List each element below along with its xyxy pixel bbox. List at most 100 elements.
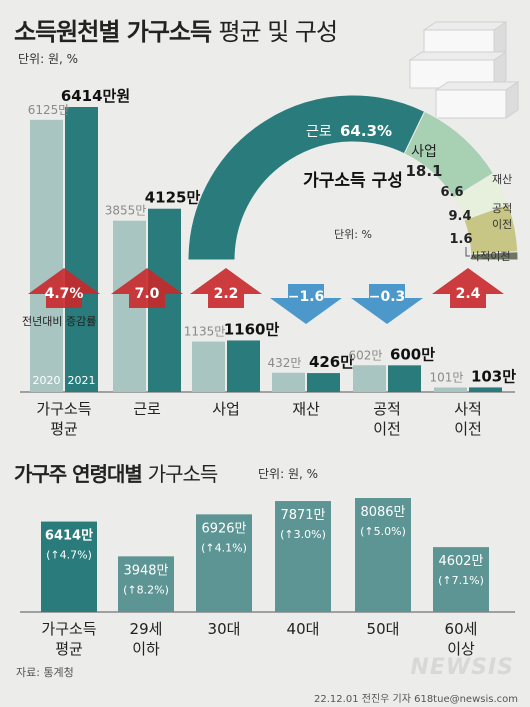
up-arrow xyxy=(432,268,504,308)
up-arrow xyxy=(190,268,262,308)
box-side xyxy=(505,81,519,119)
category-label: 사업 xyxy=(212,400,240,418)
change-label-age: (↑5.0%) xyxy=(360,525,406,538)
pie-slice xyxy=(187,94,426,261)
category-label: 사적 xyxy=(454,400,482,418)
bar-2020 xyxy=(30,119,63,393)
category-label: 재산 xyxy=(292,400,320,418)
value-label-age: 8086만 xyxy=(360,505,405,520)
pie-value-private: 1.6 xyxy=(449,232,472,247)
value-label-2021: 4125만 xyxy=(145,189,201,207)
category-label: 평균 xyxy=(50,420,78,438)
pie-title: 가구소득 구성 xyxy=(303,171,403,191)
value-label-2021: 1160만 xyxy=(224,320,280,338)
boxes-illustration xyxy=(408,21,520,119)
page-title: 소득원천별 가구소득 평균 및 구성 xyxy=(14,18,338,46)
value-label-2021: 103만 xyxy=(471,367,516,385)
value-label-2020: 1135만 xyxy=(184,325,226,339)
change-label: −0.3 xyxy=(369,289,406,305)
value-label-age: 6414만 xyxy=(45,528,93,544)
pie-value-main: 64.3% xyxy=(340,122,392,140)
bar-2020 xyxy=(272,372,305,392)
value-label-2020: 6125만 xyxy=(28,103,70,117)
pie-label-biz: 사업 xyxy=(411,144,437,160)
bar-age xyxy=(355,498,411,612)
box-side xyxy=(493,21,507,59)
change-label-age: (↑4.7%) xyxy=(46,549,92,562)
change-label-age: (↑7.1%) xyxy=(438,574,484,587)
change-label: 2.4 xyxy=(456,286,481,302)
category-label: 근로 xyxy=(133,400,161,418)
pie-outer-label: 재산 xyxy=(492,173,512,186)
category-label: 이전 xyxy=(454,420,482,438)
pie-value-asset: 6.6 xyxy=(440,185,463,200)
bar-2020 xyxy=(192,341,225,392)
box-top xyxy=(422,21,508,31)
box-top xyxy=(408,51,508,61)
up-arrow xyxy=(28,268,100,308)
value-label-2021: 426만 xyxy=(309,353,354,371)
box-shape xyxy=(435,89,507,119)
unit-label: 단위: 원, % xyxy=(18,52,79,66)
change-label: 2.2 xyxy=(214,286,239,302)
pie-value-public: 9.4 xyxy=(448,209,471,224)
category-label-age: 가구소득 xyxy=(41,620,96,638)
pie-label-main: 근로 xyxy=(306,124,332,140)
category-label-age: 40대 xyxy=(287,620,320,638)
value-label-2020: 602만 xyxy=(349,348,383,362)
pie-value-biz: 18.1 xyxy=(405,162,442,180)
value-label-2021: 6414만원 xyxy=(61,87,130,105)
category-label-age: 29세 xyxy=(130,620,163,638)
legend-2020: 2020 xyxy=(33,374,61,387)
up-arrow xyxy=(111,268,183,308)
value-label-2020: 3855만 xyxy=(105,204,147,218)
value-label-age: 6926만 xyxy=(201,521,246,536)
value-label-age: 4602만 xyxy=(438,554,483,569)
value-label-age: 3948만 xyxy=(123,563,168,578)
category-label-age: 이상 xyxy=(447,640,475,658)
change-note: 전년대비 증감률 xyxy=(22,315,96,328)
bar-age xyxy=(118,556,174,612)
bar-2021 xyxy=(227,340,260,392)
bar-age xyxy=(275,501,331,612)
pie-slice xyxy=(470,251,519,261)
box-side xyxy=(493,51,507,89)
bar-age xyxy=(41,521,97,612)
value-label-2020: 432만 xyxy=(268,356,302,370)
bar-age xyxy=(196,514,252,612)
leader-line xyxy=(465,247,470,257)
bar-2021 xyxy=(388,365,421,392)
category-label-age: 30대 xyxy=(208,620,241,638)
pie-unit: 단위: % xyxy=(334,228,372,241)
change-label: 7.0 xyxy=(135,286,160,302)
newsis-logo: NEWSIS xyxy=(410,655,514,680)
value-label-age: 7871만 xyxy=(280,508,325,523)
bar-age xyxy=(433,547,489,612)
category-label-age: 이하 xyxy=(132,640,160,658)
category-label: 가구소득 xyxy=(36,400,91,418)
section-unit-label: 단위: 원, % xyxy=(258,467,319,481)
bar-2020 xyxy=(353,365,386,392)
pie-outer-label: 공적 xyxy=(492,202,512,215)
change-label-age: (↑3.0%) xyxy=(280,528,326,541)
section-title: 가구주 연령대별 가구소득 xyxy=(14,462,218,486)
bar-2020 xyxy=(434,387,467,392)
change-label-age: (↑8.2%) xyxy=(123,583,169,596)
down-arrow xyxy=(351,284,423,324)
change-label: −1.6 xyxy=(288,289,325,305)
change-label: 4.7% xyxy=(45,286,84,302)
box-top xyxy=(434,81,520,91)
value-label-2020: 101만 xyxy=(430,371,464,385)
source-label: 자료: 통계청 xyxy=(16,666,74,679)
category-label-age: 평균 xyxy=(55,640,83,658)
legend-2021: 2021 xyxy=(68,374,96,387)
down-arrow xyxy=(270,284,342,324)
category-label: 공적 xyxy=(373,400,401,418)
category-label-age: 60세 xyxy=(445,620,478,638)
category-label: 이전 xyxy=(373,420,401,438)
bar-2021 xyxy=(469,387,502,392)
bar-2021 xyxy=(307,373,340,392)
pie-outer-label: 이전 xyxy=(492,218,512,231)
change-label-age: (↑4.1%) xyxy=(201,541,247,554)
